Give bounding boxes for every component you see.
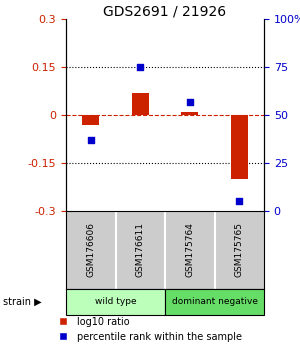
Text: wild type: wild type [95, 297, 136, 306]
Bar [132, 93, 149, 115]
Point [187, 99, 192, 104]
Text: GSM176611: GSM176611 [136, 222, 145, 277]
Bar [66, 289, 165, 315]
Text: GSM176606: GSM176606 [86, 222, 95, 277]
Point [138, 64, 143, 70]
Text: dominant negative: dominant negative [172, 297, 257, 306]
Point [88, 137, 93, 143]
Text: GSM175764: GSM175764 [185, 222, 194, 277]
Text: GSM175765: GSM175765 [235, 222, 244, 277]
Title: GDS2691 / 21926: GDS2691 / 21926 [103, 4, 226, 18]
Bar [82, 115, 99, 125]
Bar [231, 115, 248, 179]
Point [237, 198, 242, 204]
Text: strain ▶: strain ▶ [3, 297, 42, 307]
Bar [165, 289, 264, 315]
Bar [181, 112, 198, 115]
Legend: log10 ratio, percentile rank within the sample: log10 ratio, percentile rank within the … [50, 313, 246, 346]
